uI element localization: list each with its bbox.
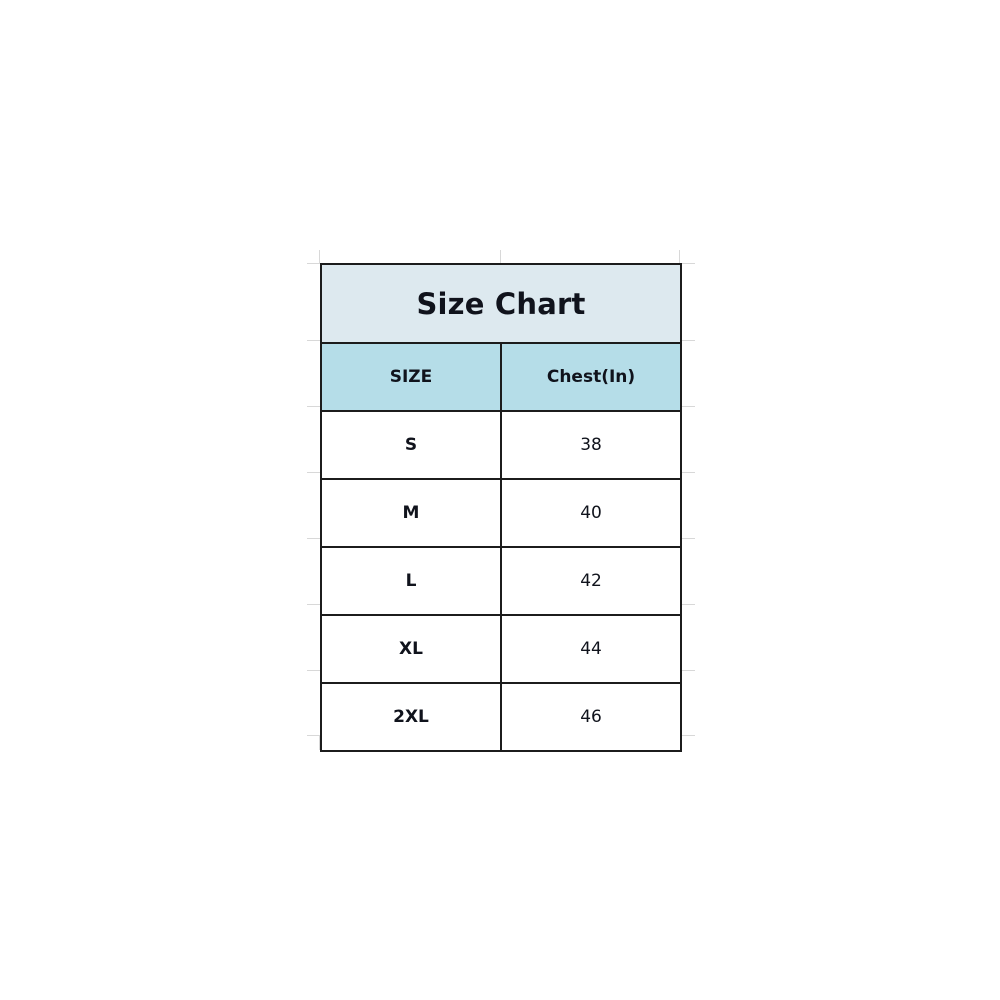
gridline-tick: [681, 263, 695, 264]
gridline-tick: [681, 735, 695, 736]
cell-size: M: [320, 478, 502, 548]
gridline-tick: [307, 670, 321, 671]
gridline-tick: [681, 406, 695, 407]
gridline-tick: [681, 604, 695, 605]
cell-size: XL: [320, 614, 502, 684]
gridline-tick: [681, 340, 695, 341]
gridline-tick: [307, 538, 321, 539]
size-chart-body: Size Chart SIZE Chest(In) S 38 M 40 L 42…: [319, 263, 683, 752]
gridline-tick: [679, 250, 680, 264]
column-header-chest: Chest(In): [499, 342, 683, 412]
gridline-tick: [681, 670, 695, 671]
table-row: S 38: [320, 410, 683, 480]
column-header-row: SIZE Chest(In): [320, 342, 683, 412]
gridline-tick: [681, 538, 695, 539]
cell-size: L: [320, 546, 502, 616]
cell-chest: 42: [499, 546, 683, 616]
table-row: 2XL 46: [320, 682, 683, 752]
cell-chest: 38: [499, 410, 683, 480]
cell-size: 2XL: [320, 682, 502, 752]
gridline-tick: [307, 472, 321, 473]
gridline-tick: [307, 735, 321, 736]
cell-chest: 40: [499, 478, 683, 548]
table-row: L 42: [320, 546, 683, 616]
cell-size: S: [320, 410, 502, 480]
size-chart-table: Size Chart SIZE Chest(In) S 38 M 40 L 42…: [319, 263, 683, 752]
cell-chest: 46: [499, 682, 683, 752]
gridline-tick: [307, 263, 321, 264]
title-row: Size Chart: [319, 263, 683, 344]
cell-chest: 44: [499, 614, 683, 684]
gridline-tick: [500, 250, 501, 264]
table-row: XL 44: [320, 614, 683, 684]
chart-title: Size Chart: [319, 263, 683, 344]
gridline-tick: [319, 736, 320, 750]
gridline-tick: [307, 604, 321, 605]
gridline-tick: [307, 406, 321, 407]
gridline-tick: [307, 340, 321, 341]
gridline-tick: [319, 250, 320, 264]
gridline-tick: [681, 472, 695, 473]
table-row: M 40: [320, 478, 683, 548]
column-header-size: SIZE: [320, 342, 502, 412]
